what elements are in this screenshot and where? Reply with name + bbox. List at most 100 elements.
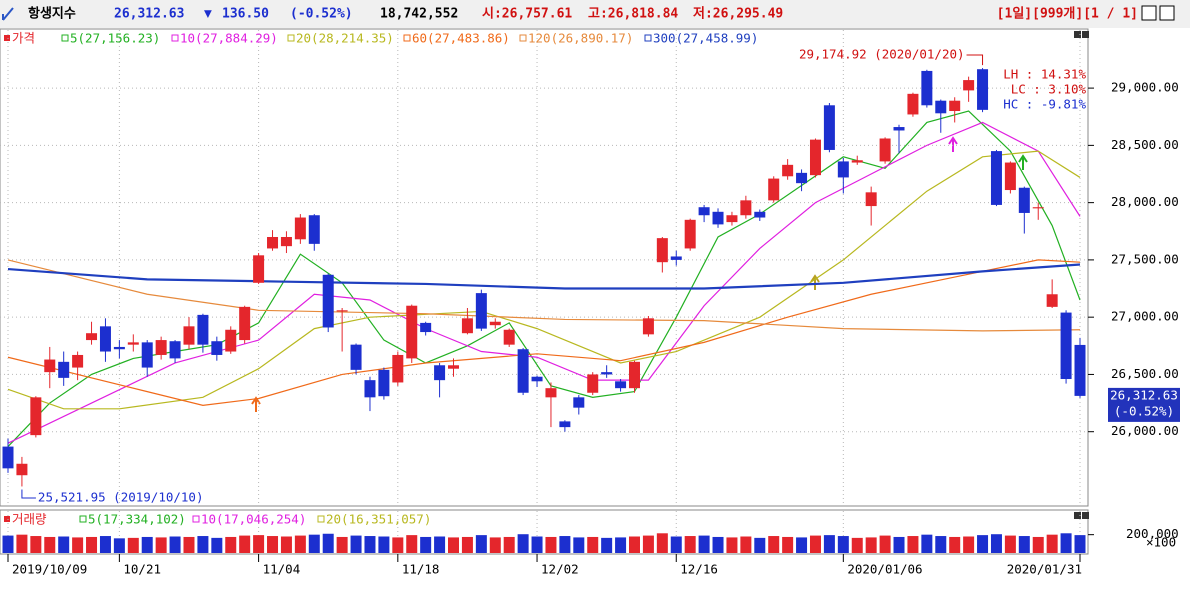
legend-swatch [192, 515, 200, 523]
price-panel [0, 28, 1089, 507]
candle-body [350, 344, 362, 370]
volume-bar [865, 537, 877, 553]
volume-bar [364, 536, 376, 553]
panel-button[interactable] [1074, 512, 1081, 519]
candle-body [517, 349, 529, 393]
candle-body [475, 293, 487, 329]
x-tick-label: 2020/01/31 [1007, 562, 1082, 577]
candle-body [58, 361, 70, 378]
volume-bar [475, 535, 487, 553]
volume-bar [141, 536, 153, 553]
legend-entry: 120(26,890.17) [528, 31, 633, 46]
candle-body [364, 380, 376, 398]
candle-body [907, 93, 919, 115]
volume-bar [1060, 533, 1072, 553]
header-high: 고:26,818.84 [588, 7, 678, 22]
header-price: 26,312.63 [114, 7, 184, 22]
hc-stat: HC : -9.81% [1003, 97, 1086, 112]
signal-arrow [251, 396, 261, 412]
volume-bar [949, 536, 961, 553]
candle-body [1018, 187, 1030, 213]
last-pct: (-0.52%) [1114, 403, 1174, 418]
ma-line [7, 259, 1081, 332]
volume-bar [183, 536, 195, 553]
header-change-pct: (-0.52%) [290, 7, 353, 22]
candle-body [823, 105, 835, 150]
candle-body [628, 361, 640, 389]
candle-body [99, 326, 111, 352]
candle-body [545, 388, 557, 398]
candle-body [642, 318, 654, 335]
volume-bar [86, 536, 98, 553]
volume-bar [378, 536, 390, 553]
volume-bar [754, 537, 766, 553]
volume-bar [531, 536, 543, 553]
candle-body [740, 200, 752, 216]
candle-body [336, 310, 348, 312]
lc-stat: LC : 3.10% [1011, 82, 1087, 97]
candle-body [2, 446, 14, 469]
legend-swatch [4, 35, 10, 41]
legend-swatch [171, 34, 179, 42]
y-tick-label: 26,500.00 [1111, 366, 1179, 381]
volume-bar [197, 536, 209, 553]
candle-body [155, 340, 167, 355]
candle-body [141, 342, 153, 368]
volume-bar [155, 537, 167, 553]
candle-body [267, 236, 279, 249]
candle-body [837, 161, 849, 178]
window-button[interactable] [1159, 5, 1175, 21]
candle-body [935, 100, 947, 114]
ma-line [7, 150, 1081, 410]
volume-bar [58, 536, 70, 553]
volume-bar [308, 534, 320, 553]
candle-body [239, 306, 251, 341]
candle-body [1032, 207, 1044, 209]
volume-bar [907, 536, 919, 553]
candle-body [587, 374, 599, 393]
candle-body [990, 151, 1002, 205]
volume-bar [559, 536, 571, 553]
volume-bar [239, 535, 251, 553]
legend-entry: 5(27,156.23) [70, 31, 160, 46]
legend-entry: 20(28,214.35) [296, 31, 394, 46]
candle-body [949, 100, 961, 112]
legend-swatch [317, 515, 325, 523]
candle-body [420, 322, 432, 333]
panel-button[interactable] [1082, 512, 1089, 519]
candle-body [1074, 344, 1086, 396]
volume-bar [267, 536, 279, 553]
header-bar [0, 0, 1190, 28]
volume-bar [684, 536, 696, 553]
volume-bar [573, 537, 585, 553]
lh-stat: LH : 14.31% [1003, 67, 1086, 82]
candle-body [573, 397, 585, 408]
legend-swatch [644, 34, 652, 42]
candle-body [879, 138, 891, 162]
volume-bar [545, 536, 557, 553]
window-button[interactable] [1141, 5, 1157, 21]
panel-button[interactable] [1082, 31, 1089, 38]
candle-body [1060, 312, 1072, 380]
candle-body [601, 372, 613, 375]
panel-button[interactable] [1074, 31, 1081, 38]
candle-body [44, 359, 56, 373]
volume-bar [461, 536, 473, 553]
volume-bar [253, 535, 265, 553]
volume-bar [601, 537, 613, 553]
volume-bar [796, 537, 808, 553]
x-tick-label: 10/21 [123, 562, 161, 577]
candle-body [294, 217, 306, 240]
candle-body [322, 274, 334, 328]
candle-body [754, 211, 766, 218]
candle-body [72, 354, 84, 368]
volume-bar [350, 535, 362, 553]
legend-swatch [4, 516, 10, 522]
legend-entry: 20(16,351,057) [326, 512, 431, 527]
candle-body [461, 318, 473, 334]
volume-bar [935, 536, 947, 553]
last-price: 26,312.63 [1110, 387, 1178, 402]
x-tick-label: 2020/01/06 [847, 562, 922, 577]
volume-bar [503, 536, 515, 553]
volume-bar [921, 534, 933, 553]
